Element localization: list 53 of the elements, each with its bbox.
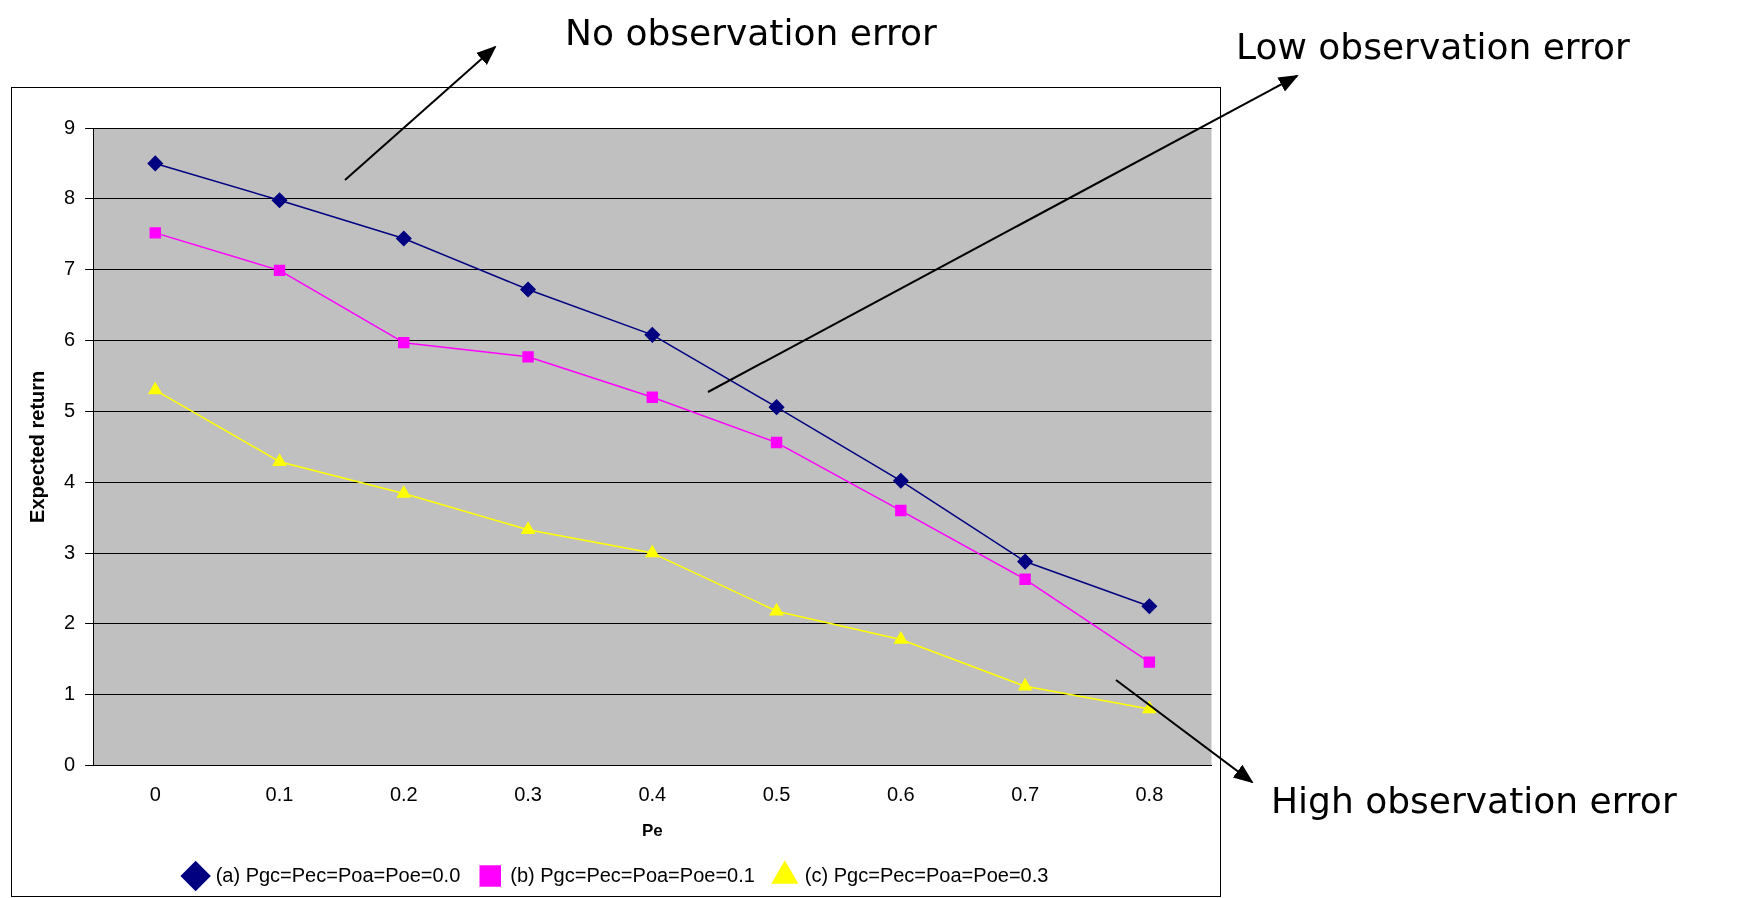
y-tick-label: 1 bbox=[64, 682, 76, 705]
y-tick-label: 0 bbox=[64, 753, 76, 776]
point bbox=[1017, 553, 1033, 570]
point bbox=[768, 399, 785, 415]
point bbox=[895, 504, 907, 517]
point bbox=[520, 281, 536, 298]
point bbox=[1141, 598, 1158, 614]
point bbox=[646, 391, 659, 403]
x-tick-label: 0.5 bbox=[762, 783, 791, 806]
x-tick-label: 0.4 bbox=[638, 783, 667, 806]
point bbox=[522, 351, 534, 363]
point bbox=[521, 521, 535, 534]
text: High observation error bbox=[1271, 780, 1677, 821]
text: Low observation error bbox=[1236, 26, 1630, 67]
point bbox=[1019, 573, 1031, 585]
y-tick-label: 2 bbox=[64, 611, 76, 634]
y-tick-label: 9 bbox=[64, 115, 76, 138]
point bbox=[147, 155, 164, 172]
x-tick-label: 0.8 bbox=[1135, 783, 1164, 806]
y-axis-title: Expected return bbox=[25, 370, 48, 523]
legend-label: (b) Pgc=Pec=Poa=Poe=0.1 bbox=[510, 863, 755, 886]
x-tick-label: 0.2 bbox=[389, 783, 418, 806]
point bbox=[272, 453, 287, 466]
point bbox=[271, 192, 288, 209]
point bbox=[148, 382, 163, 395]
point bbox=[893, 473, 909, 489]
point bbox=[396, 230, 412, 247]
point bbox=[273, 264, 286, 277]
point bbox=[645, 545, 660, 558]
y-tick-label: 4 bbox=[64, 469, 76, 492]
x-tick-label: 0 bbox=[149, 783, 161, 806]
point bbox=[398, 336, 410, 349]
legend-label: (c) Pgc=Pec=Poa=Poe=0.3 bbox=[804, 863, 1049, 886]
point bbox=[894, 631, 908, 644]
x-tick-label: 0.7 bbox=[1011, 783, 1040, 806]
x-axis-title: Pe bbox=[641, 821, 663, 841]
y-tick-label: 6 bbox=[64, 328, 76, 351]
x-tick-label: 0.6 bbox=[886, 783, 915, 806]
point bbox=[769, 603, 784, 616]
x-tick-label: 0.3 bbox=[514, 783, 542, 806]
y-tick-label: 7 bbox=[64, 257, 76, 280]
text: No observation error bbox=[565, 12, 937, 53]
y-tick-label: 8 bbox=[64, 186, 76, 209]
legend-label: (a) Pgc=Pec=Poa=Poe=0.0 bbox=[215, 863, 461, 886]
point bbox=[149, 227, 161, 239]
y-tick-label: 3 bbox=[64, 540, 76, 563]
point bbox=[644, 327, 661, 343]
x-tick-label: 0.1 bbox=[265, 783, 294, 806]
y-tick-label: 5 bbox=[64, 398, 76, 421]
point bbox=[770, 436, 783, 449]
point bbox=[396, 485, 411, 498]
point bbox=[1143, 656, 1156, 668]
point bbox=[1018, 678, 1032, 691]
